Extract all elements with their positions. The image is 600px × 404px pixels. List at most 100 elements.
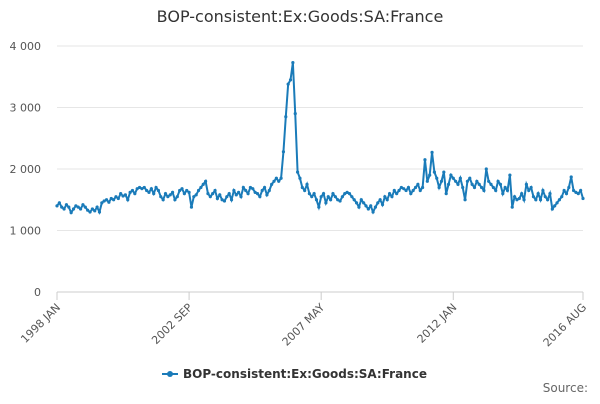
point [303, 188, 307, 193]
point [239, 195, 243, 199]
point [93, 209, 97, 213]
x-tick-label: 1998 JAN [18, 301, 63, 346]
point [387, 192, 392, 196]
point [489, 182, 493, 186]
point [430, 150, 434, 154]
point [274, 176, 278, 180]
point [60, 205, 64, 209]
point [345, 190, 349, 194]
point [279, 176, 283, 180]
line [56, 62, 584, 215]
point [104, 198, 109, 202]
point [373, 205, 378, 209]
point [531, 195, 536, 199]
point [366, 207, 370, 211]
point [317, 205, 321, 209]
point [338, 199, 342, 203]
point [564, 192, 569, 196]
point [192, 195, 196, 199]
point [333, 195, 337, 199]
point [71, 207, 76, 211]
point [336, 198, 340, 202]
point [225, 195, 229, 199]
point [402, 187, 406, 191]
point [107, 200, 111, 204]
point [163, 192, 168, 196]
point [300, 185, 304, 190]
point [456, 182, 460, 186]
point [477, 182, 481, 186]
point [352, 198, 356, 202]
point [152, 192, 156, 196]
point [180, 187, 184, 191]
point [211, 192, 215, 196]
point [458, 176, 462, 180]
point [496, 179, 500, 183]
point [218, 193, 222, 197]
point [109, 196, 113, 201]
point [244, 188, 248, 193]
point [291, 61, 295, 65]
point [331, 192, 335, 196]
point [357, 205, 361, 209]
point [123, 193, 128, 197]
point [364, 204, 368, 208]
point [487, 179, 491, 183]
point [553, 204, 557, 208]
point [425, 179, 429, 183]
point [241, 185, 245, 190]
point [100, 201, 104, 205]
point [562, 188, 566, 193]
point [288, 78, 293, 82]
point [196, 188, 201, 193]
point [454, 179, 458, 183]
point [142, 185, 146, 190]
point [246, 192, 250, 196]
point [281, 150, 286, 154]
point [128, 190, 132, 194]
point [258, 195, 262, 199]
point [409, 192, 413, 196]
point [324, 201, 328, 205]
point [215, 196, 219, 201]
point [149, 187, 153, 191]
point [284, 115, 288, 119]
y-tick-label: 3 000 [10, 102, 42, 115]
point [527, 188, 531, 193]
point [293, 112, 297, 116]
point [423, 158, 427, 162]
point [185, 188, 189, 193]
point [376, 201, 380, 205]
point [501, 192, 505, 196]
point [439, 179, 444, 183]
point [413, 185, 418, 190]
point [119, 192, 123, 196]
point [55, 204, 59, 208]
point [206, 192, 210, 196]
point [475, 179, 479, 183]
legend-label: BOP-consistent:Ex:Goods:SA:France [183, 367, 427, 381]
point [512, 195, 517, 199]
point [421, 185, 425, 190]
point [392, 188, 396, 193]
point [277, 179, 281, 183]
point [145, 188, 149, 193]
point [286, 82, 290, 86]
point [295, 170, 300, 174]
point [380, 203, 385, 207]
point [437, 185, 441, 190]
point [548, 192, 552, 196]
point [536, 192, 540, 196]
y-tick-label: 0 [34, 286, 41, 299]
point [465, 179, 470, 183]
point [508, 173, 512, 177]
point [550, 207, 554, 211]
point [371, 210, 375, 214]
point [310, 195, 314, 199]
point [187, 190, 191, 194]
source: Source: [543, 381, 588, 395]
point [156, 188, 161, 193]
point [383, 195, 387, 199]
point [265, 193, 269, 197]
